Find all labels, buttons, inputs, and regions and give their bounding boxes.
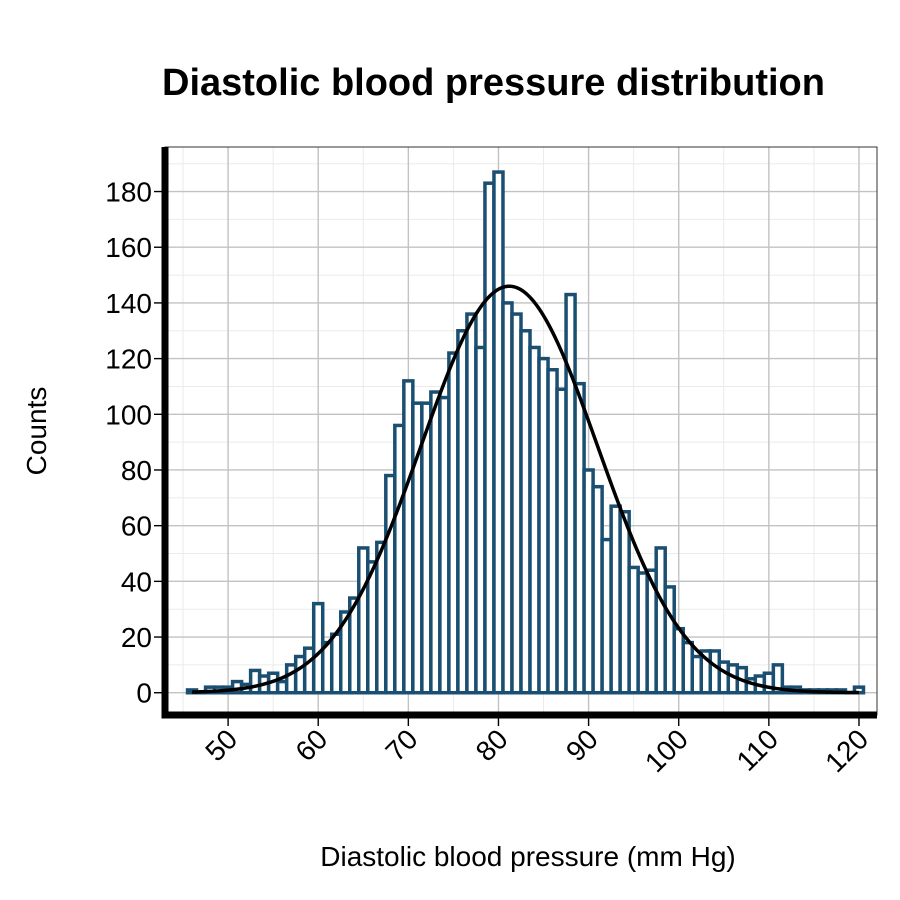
x-axis-label: Diastolic blood pressure (mm Hg) xyxy=(320,841,735,872)
x-tick-label: 60 xyxy=(290,723,334,767)
y-axis-label: Counts xyxy=(21,387,52,476)
y-tick-label: 140 xyxy=(105,288,152,319)
y-tick-label: 0 xyxy=(136,678,152,709)
y-tick-label: 100 xyxy=(105,399,152,430)
chart-title: Diastolic blood pressure distribution xyxy=(162,62,825,104)
y-tick-label: 60 xyxy=(121,511,152,542)
x-tick-label: 90 xyxy=(560,723,604,767)
plot-area: 0 20 40 60 80 100 120 140 160 180 50 60 70 80 90 100 110… xyxy=(105,146,878,778)
y-tick-label: 20 xyxy=(121,622,152,653)
y-tick-label: 160 xyxy=(105,232,152,263)
y-tick-label: 120 xyxy=(105,344,152,375)
x-tick-label: 100 xyxy=(639,723,694,778)
y-tick-label: 40 xyxy=(121,566,152,597)
x-tick-label: 110 xyxy=(731,723,784,776)
y-tick-label: 180 xyxy=(105,177,152,208)
y-tick-label: 80 xyxy=(121,455,152,486)
x-tick-label: 120 xyxy=(819,723,874,778)
histogram-bar xyxy=(771,663,785,695)
histogram-bar xyxy=(852,685,866,695)
x-tick-label: 50 xyxy=(199,723,243,767)
x-tick-label: 80 xyxy=(470,723,514,767)
x-tick-label: 70 xyxy=(380,723,424,767)
normal-fit-curve xyxy=(191,284,859,695)
